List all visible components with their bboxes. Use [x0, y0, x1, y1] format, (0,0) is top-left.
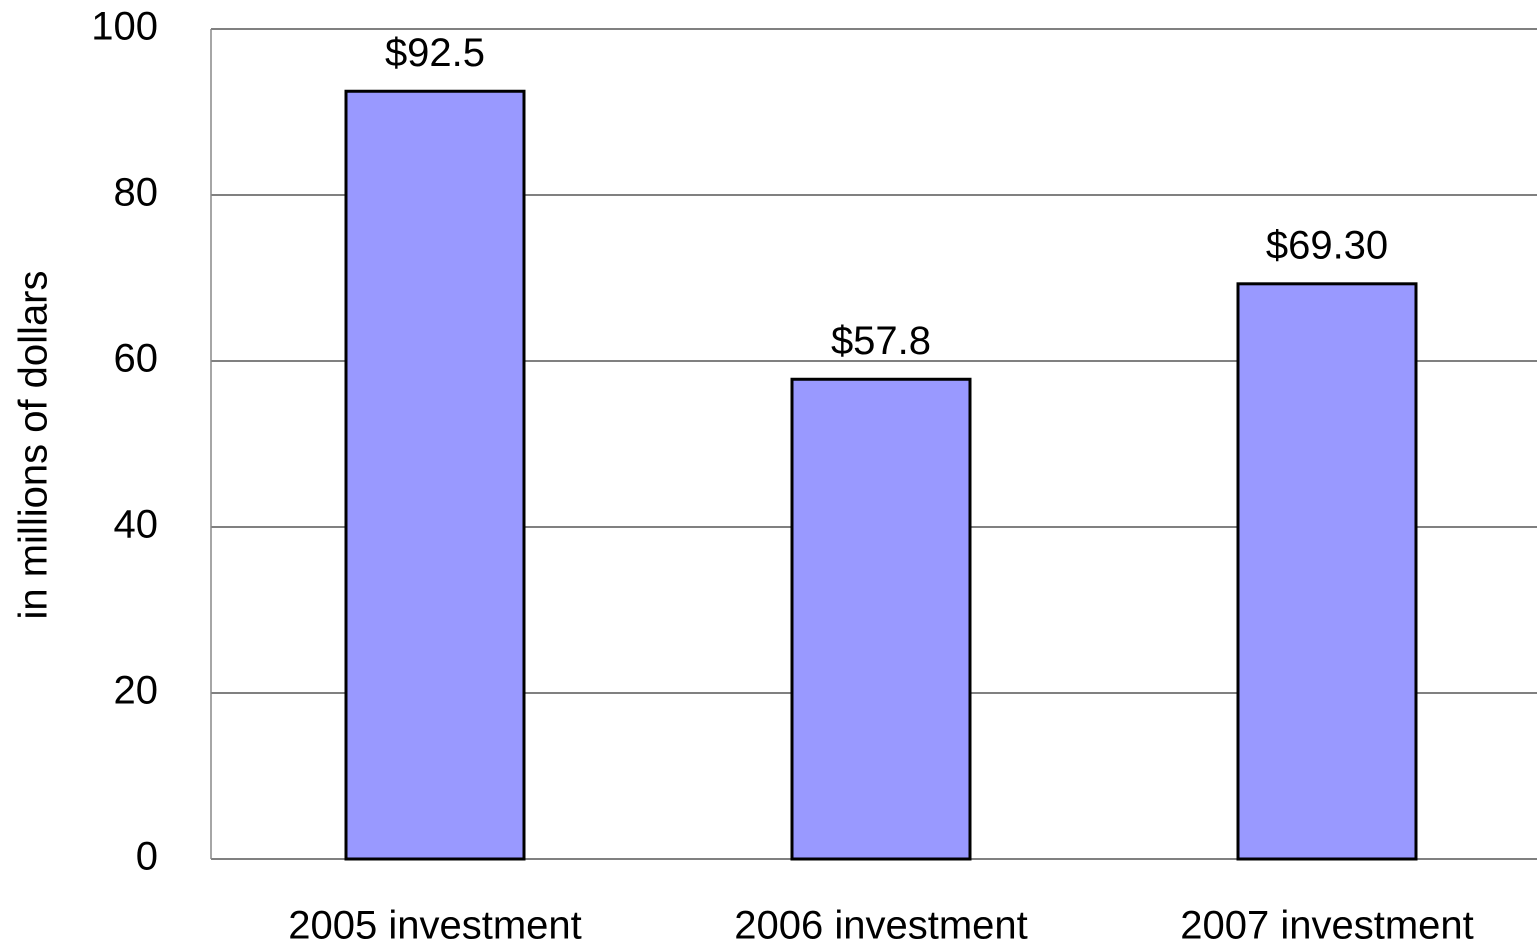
- y-tick-label: 20: [114, 669, 159, 713]
- y-tick-label: 100: [91, 5, 158, 49]
- y-tick-label: 80: [114, 171, 159, 215]
- value-label: $92.5: [385, 31, 485, 75]
- y-axis-label: in millions of dollars: [12, 270, 56, 619]
- value-label: $57.8: [831, 319, 931, 363]
- y-tick-label: 60: [114, 337, 159, 381]
- x-tick-label: 2007 investment: [1180, 904, 1474, 948]
- y-tick-label: 0: [136, 835, 158, 879]
- x-tick-label: 2006 investment: [734, 904, 1028, 948]
- x-tick-label: 2005 investment: [288, 904, 582, 948]
- bar: [344, 89, 526, 861]
- bar: [790, 377, 972, 861]
- value-label: $69.30: [1266, 223, 1388, 267]
- bar: [1236, 282, 1418, 861]
- y-tick-label: 40: [114, 503, 159, 547]
